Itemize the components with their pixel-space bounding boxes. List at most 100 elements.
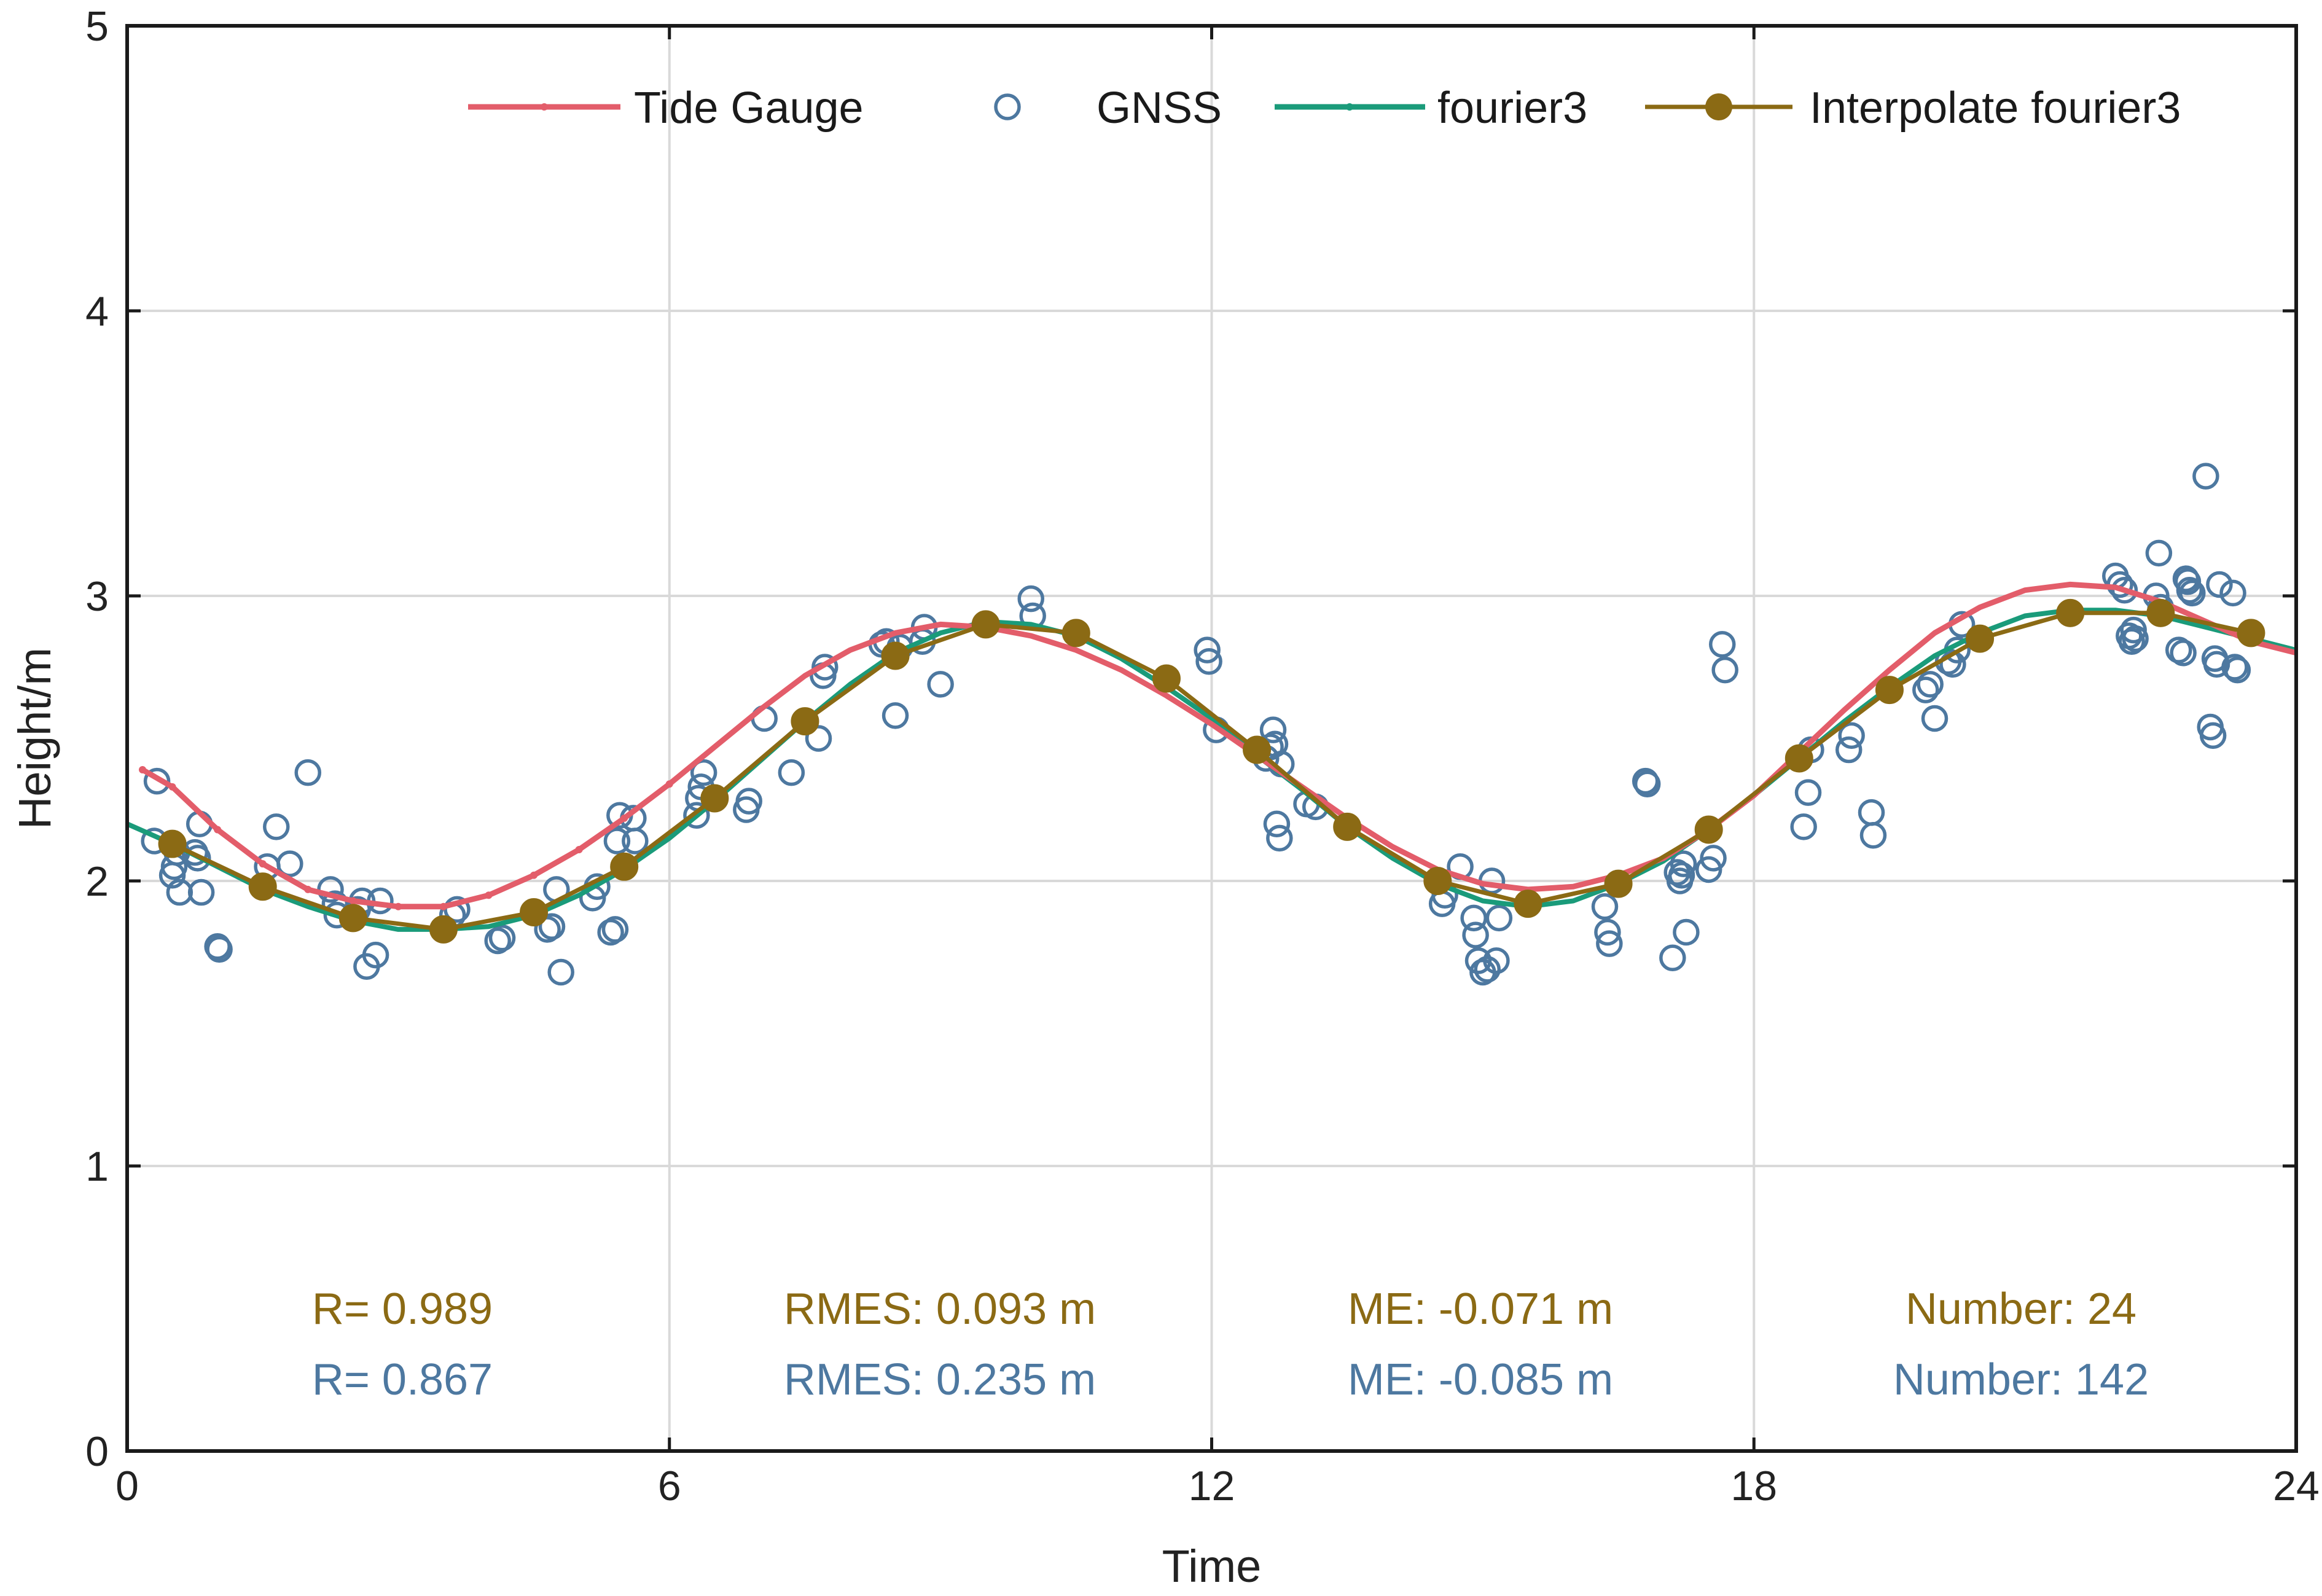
gnss-point [1838,722,1865,749]
stat-me-gnss: ME: -0.085 m [1348,1355,1613,1404]
gnss-point [1460,904,1487,932]
interp-point [1061,619,1090,647]
gnss-point [2122,625,2149,652]
tide-point [575,845,583,853]
gnss-point [1259,716,1287,743]
gnss-point [2118,628,2145,655]
gnss-point [2206,571,2233,598]
x-tick-label: 6 [658,1463,681,1509]
tide-point [214,826,222,834]
legend-marker [541,103,548,111]
gnss-point [1921,705,1949,732]
gnss-point [1912,676,1939,703]
gnss-point [601,916,629,943]
legend-label: fourier3 [1437,84,1587,133]
gnss-point [882,702,909,729]
tide-point [259,860,267,868]
legend-marker [994,93,1021,120]
gnss-point [597,918,624,946]
series-layer [126,463,2297,986]
y-tick-label: 1 [85,1143,109,1190]
gnss-point [184,845,211,872]
gnss-point [927,671,954,698]
series-gnss [141,463,2251,986]
gnss-point [484,927,511,955]
gnss-point [2221,654,2248,681]
gnss-point [683,802,710,829]
interp-point [971,610,1000,639]
legend-item-fourier: fourier3 [1275,84,1587,133]
tide-point [139,766,147,774]
interp-point [1243,735,1272,764]
tide-point [439,902,447,910]
gnss-point [1668,861,1695,889]
interp-point [2146,598,2175,627]
gnss-point [2145,539,2173,567]
gnss-point [603,827,631,855]
gnss-point [1462,921,1489,949]
x-tick-label: 0 [115,1463,139,1509]
gnss-point [143,767,171,795]
gnss-point [1195,647,1222,675]
x-tick-label: 24 [2273,1463,2320,1509]
gnss-point [811,654,838,681]
interp-point [1784,744,1813,773]
gnss-point [1794,779,1822,806]
gnss-point [1485,904,1513,932]
interp-point [338,904,367,933]
gnss-point [1859,822,1887,849]
interp-point [610,852,639,881]
gnss-point [538,913,566,940]
stat-r-gnss: R= 0.867 [312,1355,493,1404]
fourier-line [126,608,2297,932]
gnss-point [805,725,832,752]
gnss-point [1017,585,1044,612]
stat-number-gnss: Number: 142 [1893,1355,2149,1404]
legend: Tide Gauge GNSS fourier3 Interpolate fourie… [468,84,2181,133]
stat-rmes-gnss: RMES: 0.235 m [784,1355,1096,1404]
gnss-point [622,827,649,855]
gnss-point [1474,956,1501,983]
stat-rmes-interp: RMES: 0.093 m [784,1285,1096,1334]
interp-point [1333,812,1362,841]
y-tick-label: 0 [85,1428,109,1475]
x-tick-label: 18 [1730,1463,1777,1509]
gnss-point [488,925,516,952]
gnss-point [2176,576,2203,604]
gnss-point [1594,918,1621,946]
gnss-point [2165,636,2192,663]
legend-label: Tide Gauge [634,84,864,133]
tide-point [349,897,357,905]
y-tick-label: 4 [85,288,109,335]
gnss-point [294,759,321,786]
gnss-point [1673,918,1700,946]
gnss-point [1858,799,1885,826]
gnss-point [1695,856,1722,883]
series-fourier [126,608,2297,932]
statistics-annotations: R= 0.989 RMES: 0.093 m ME: -0.071 m Number:… [312,1285,2149,1404]
legend-label: Interpolate fourier3 [1810,84,2181,133]
interp-point [248,872,277,901]
y-axis-label: Height/m [9,647,60,829]
gnss-point [1711,656,1738,684]
tide-point [485,891,493,899]
stat-number-interp: Number: 24 [1906,1285,2136,1334]
gnss-point [1596,930,1623,957]
gnss-point [690,759,717,786]
legend-marker [1346,103,1353,111]
x-axis-label: Time [1162,1541,1262,1592]
gnss-point [263,813,290,840]
interp-point [2237,619,2265,647]
interp-point [1694,815,1723,844]
x-tick-label: 12 [1189,1463,1235,1509]
interp-point [158,829,187,858]
stat-me-interp: ME: -0.071 m [1348,1285,1613,1334]
tide-point [530,871,538,879]
interp-point [1514,890,1542,918]
tide-point [394,902,402,910]
gnss-point [2219,579,2246,607]
gnss-point [2192,463,2219,490]
gnss-point [778,759,805,786]
gnss-point [1670,850,1697,877]
